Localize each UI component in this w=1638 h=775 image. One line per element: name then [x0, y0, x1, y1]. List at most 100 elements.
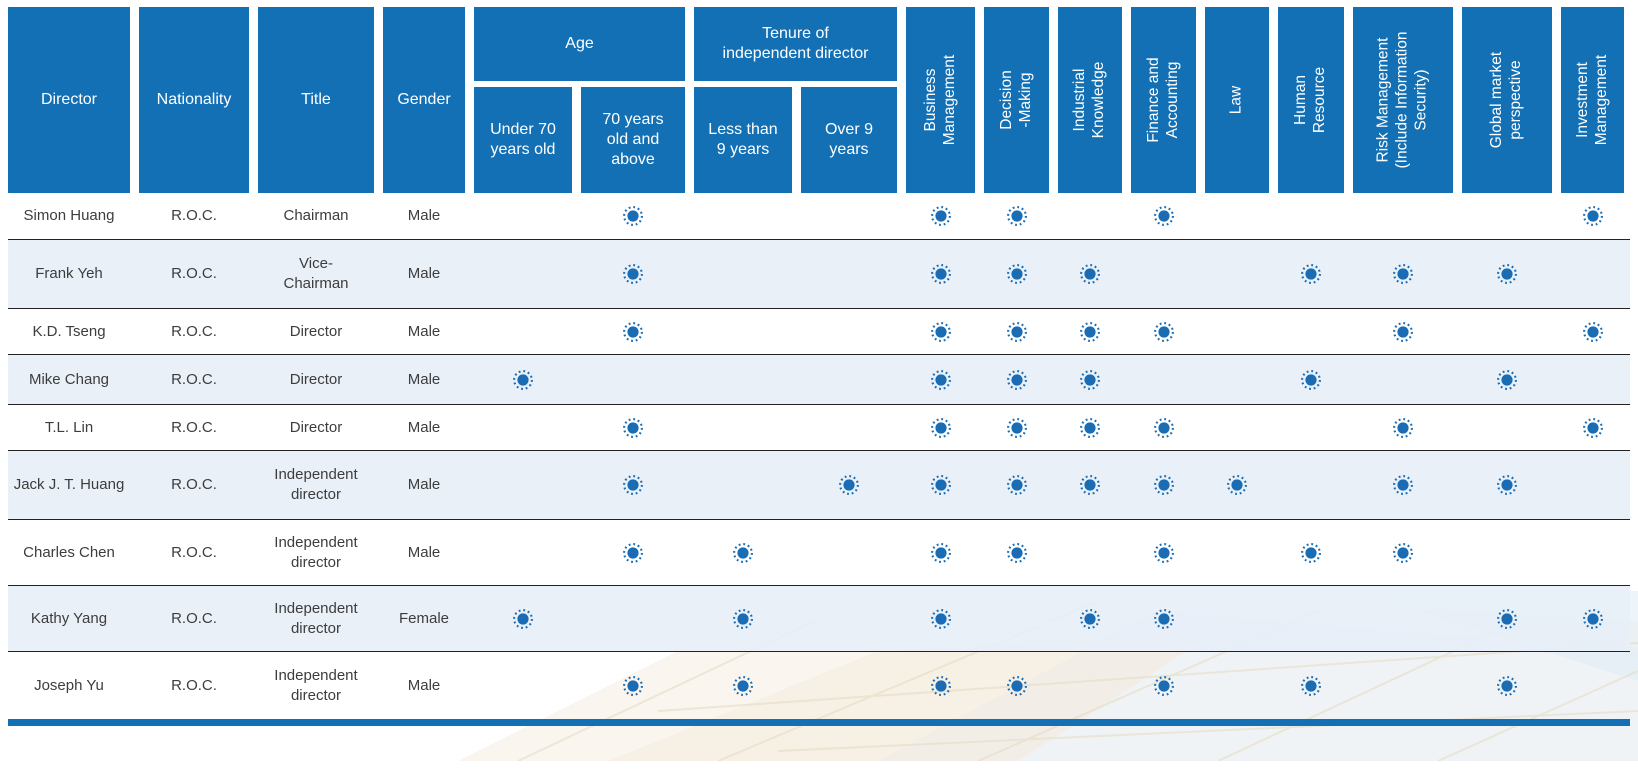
bottom-accent-bar: [8, 719, 1630, 726]
skill-mark-cell-business-management: [906, 474, 975, 496]
title-cell: Independent director: [274, 666, 358, 704]
nationality-cell: R.O.C.: [171, 609, 217, 627]
competency-dot-icon: [1393, 321, 1413, 342]
tenure-less-9-mark-cell: [694, 542, 792, 564]
column-header-nationality: Nationality: [139, 7, 249, 193]
competency-dot-icon: [513, 369, 533, 390]
competency-dot-icon: [1582, 608, 1603, 629]
skill-mark-cell-business-management: [906, 608, 975, 630]
competency-dot-icon: [1393, 475, 1413, 495]
competency-dot-icon: [1393, 264, 1413, 284]
table-row: K.D. Tseng R.O.C. Director Male: [8, 308, 1630, 354]
table-row: Kathy Yang R.O.C. Independent director Fema…: [8, 585, 1630, 651]
nationality-cell: R.O.C.: [171, 543, 217, 561]
column-header-risk-management: Risk Management (Include Information Sec…: [1353, 7, 1453, 193]
title-cell: Independent director: [274, 466, 358, 503]
competency-dot-icon: [623, 417, 643, 438]
skill-mark-cell-decision-making: [984, 205, 1049, 227]
competency-dot-icon: [1582, 417, 1603, 438]
column-header-70-and-above: 70 years old and above: [581, 87, 685, 193]
gender-cell: Male: [407, 207, 441, 224]
competency-dot-icon: [1080, 475, 1100, 495]
table-row: Joseph Yu R.O.C. Independent director Male: [8, 651, 1630, 719]
gender-cell: Male: [407, 676, 441, 694]
gender-cell: Female: [398, 609, 450, 627]
competency-dot-icon: [930, 264, 951, 284]
competency-dot-icon: [1080, 321, 1100, 342]
competency-dot-icon: [1006, 475, 1027, 495]
skill-mark-cell-investment-management: [1561, 417, 1624, 439]
column-header-law: Law: [1205, 7, 1269, 193]
age-70-above-mark-cell: [581, 205, 685, 227]
competency-dot-icon: [1006, 417, 1027, 438]
table-body: Simon Huang R.O.C. Chairman Male Frank Yeh R.…: [8, 193, 1630, 719]
nationality-cell: R.O.C.: [171, 418, 217, 436]
tenure-less-9-mark-cell: [694, 675, 792, 697]
skill-mark-cell-decision-making: [984, 542, 1049, 564]
table-row: Jack J. T. Huang R.O.C. Independent direct…: [8, 450, 1630, 519]
column-group-tenure: Tenure of independent director: [694, 7, 897, 81]
competency-dot-icon: [1153, 608, 1174, 629]
gender-cell: Male: [407, 265, 441, 282]
skill-mark-cell-investment-management: [1561, 608, 1624, 630]
skill-mark-cell-global-market-perspective: [1462, 474, 1552, 496]
nationality-cell: R.O.C.: [171, 476, 217, 493]
gender-cell: Male: [407, 476, 441, 493]
column-header-global-market-perspective: Global market perspective: [1462, 7, 1552, 193]
column-header-decision-making: Decision -Making: [984, 7, 1049, 193]
skill-mark-cell-decision-making: [984, 675, 1049, 697]
competency-dot-icon: [1006, 542, 1027, 563]
competency-dot-icon: [1153, 321, 1174, 342]
skill-mark-cell-risk-management: [1353, 542, 1453, 564]
competency-dot-icon: [930, 417, 951, 438]
competency-dot-icon: [623, 675, 643, 696]
competency-dot-icon: [1153, 417, 1174, 438]
competency-dot-icon: [1497, 608, 1517, 629]
competency-dot-icon: [733, 675, 753, 696]
skill-mark-cell-risk-management: [1353, 321, 1453, 343]
competency-dot-icon: [1080, 608, 1100, 629]
tenure-over-9-mark-cell: [801, 474, 897, 496]
competency-dot-icon: [1582, 321, 1603, 342]
skill-mark-cell-risk-management: [1353, 474, 1453, 496]
column-header-less-than-9-years: Less than 9 years: [694, 87, 792, 193]
director-name-cell: Joseph Yu: [34, 676, 104, 694]
column-header-industrial-knowledge: Industrial Knowledge: [1058, 7, 1122, 193]
skill-mark-cell-human-resource: [1278, 369, 1344, 391]
column-header-finance-accounting: Finance and Accounting: [1131, 7, 1196, 193]
skill-mark-cell-decision-making: [984, 263, 1049, 285]
nationality-cell: R.O.C.: [171, 207, 217, 224]
gender-cell: Male: [407, 370, 441, 388]
skill-mark-cell-finance-accounting: [1131, 474, 1196, 496]
competency-dot-icon: [1301, 542, 1321, 563]
competency-dot-icon: [1227, 475, 1247, 495]
skill-mark-cell-law: [1205, 474, 1269, 496]
table-row: T.L. Lin R.O.C. Director Male: [8, 404, 1630, 450]
competency-dot-icon: [1006, 675, 1027, 696]
competency-dot-icon: [1393, 417, 1413, 438]
title-cell: Director: [289, 322, 343, 340]
skill-mark-cell-business-management: [906, 369, 975, 391]
competency-dot-icon: [1582, 206, 1603, 226]
director-name-cell: Mike Chang: [28, 370, 110, 388]
competency-dot-icon: [930, 608, 951, 629]
competency-dot-icon: [623, 475, 643, 495]
competency-dot-icon: [1301, 369, 1321, 390]
tenure-less-9-mark-cell: [694, 608, 792, 630]
skill-mark-cell-finance-accounting: [1131, 675, 1196, 697]
vertical-label: Decision -Making: [997, 70, 1034, 130]
competency-dot-icon: [733, 608, 753, 629]
column-header-under-70: Under 70 years old: [474, 87, 572, 193]
director-name-cell: Charles Chen: [23, 543, 115, 561]
competency-dot-icon: [623, 321, 643, 342]
skill-mark-cell-business-management: [906, 675, 975, 697]
competency-dot-icon: [1497, 369, 1517, 390]
skill-mark-cell-global-market-perspective: [1462, 608, 1552, 630]
skill-mark-cell-decision-making: [984, 474, 1049, 496]
competency-dot-icon: [1006, 369, 1027, 390]
competency-dot-icon: [1153, 206, 1174, 226]
competency-dot-icon: [1080, 417, 1100, 438]
skill-mark-cell-investment-management: [1561, 205, 1624, 227]
competency-dot-icon: [839, 475, 859, 495]
competency-dot-icon: [1301, 264, 1321, 284]
